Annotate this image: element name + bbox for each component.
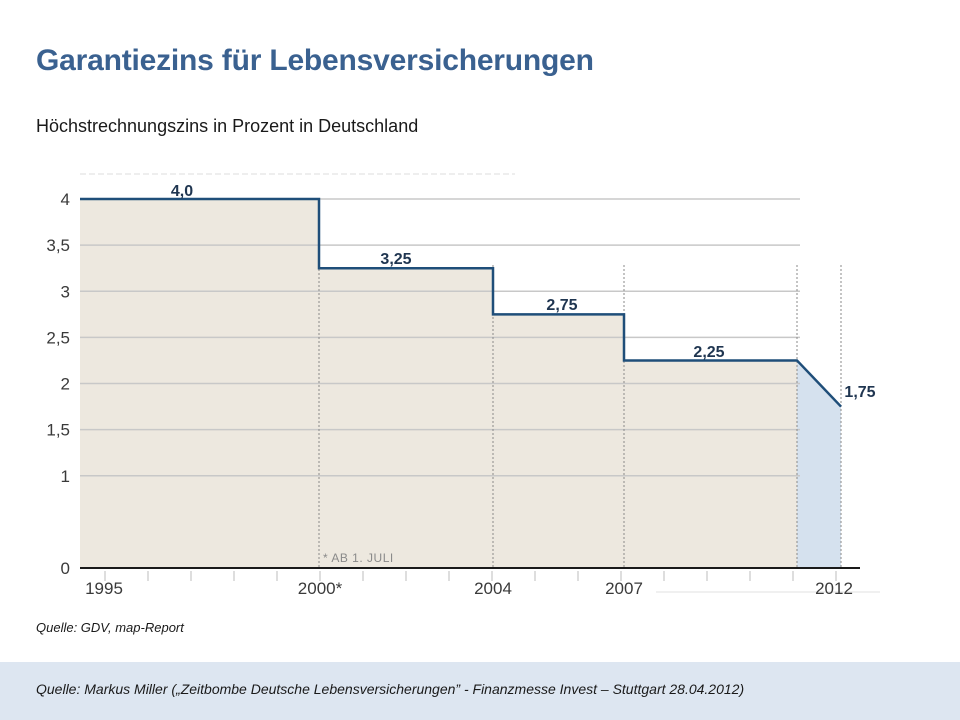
footer-source: Quelle: Markus Miller („Zeitbombe Deutsc… [36,681,745,697]
chart-subtitle: Höchstrechnungszins in Prozent in Deutsc… [36,116,419,136]
y-tick-label: 3 [61,282,70,301]
slide-title: Garantiezins für Lebensversicherungen [36,44,594,77]
chart-area: 0 1 1,5 2 2,5 3 3,5 4 1995 2000* 2004 2007 2012 4,0 3,… [0,160,960,610]
data-label: 2,25 [693,344,724,361]
data-label: 4,0 [171,183,193,200]
data-label: 1,75 [844,384,875,401]
footer-bar: Quelle: Markus Miller („Zeitbombe Deutsc… [0,662,960,720]
chart-annotation: * AB 1. JULI [323,551,394,565]
y-tick-label: 1 [61,467,70,486]
area-segment [319,268,493,568]
y-tick-label: 3,5 [46,236,70,255]
area-segment [624,360,797,568]
y-tick-label: 1,5 [46,421,70,440]
y-tick-label: 4 [61,190,70,209]
y-tick-label: 2 [61,375,70,394]
x-tick-label: 2012 [815,579,853,598]
data-label: 3,25 [380,251,411,268]
area-segment [493,314,624,568]
step-area-chart: 0 1 1,5 2 2,5 3 3,5 4 1995 2000* 2004 2007 2012 4,0 3,… [46,173,880,598]
series-line [80,197,842,408]
y-tick-label: 0 [61,559,70,578]
x-tick-label: 1995 [85,579,123,598]
x-tick-label: 2000* [298,579,343,598]
data-label: 2,75 [546,297,577,314]
area-segment [797,360,841,568]
x-tick-label: 2007 [605,579,643,598]
chart-source: Quelle: GDV, map-Report [36,620,184,635]
x-tick-label: 2004 [474,579,512,598]
y-tick-label: 2,5 [46,328,70,347]
